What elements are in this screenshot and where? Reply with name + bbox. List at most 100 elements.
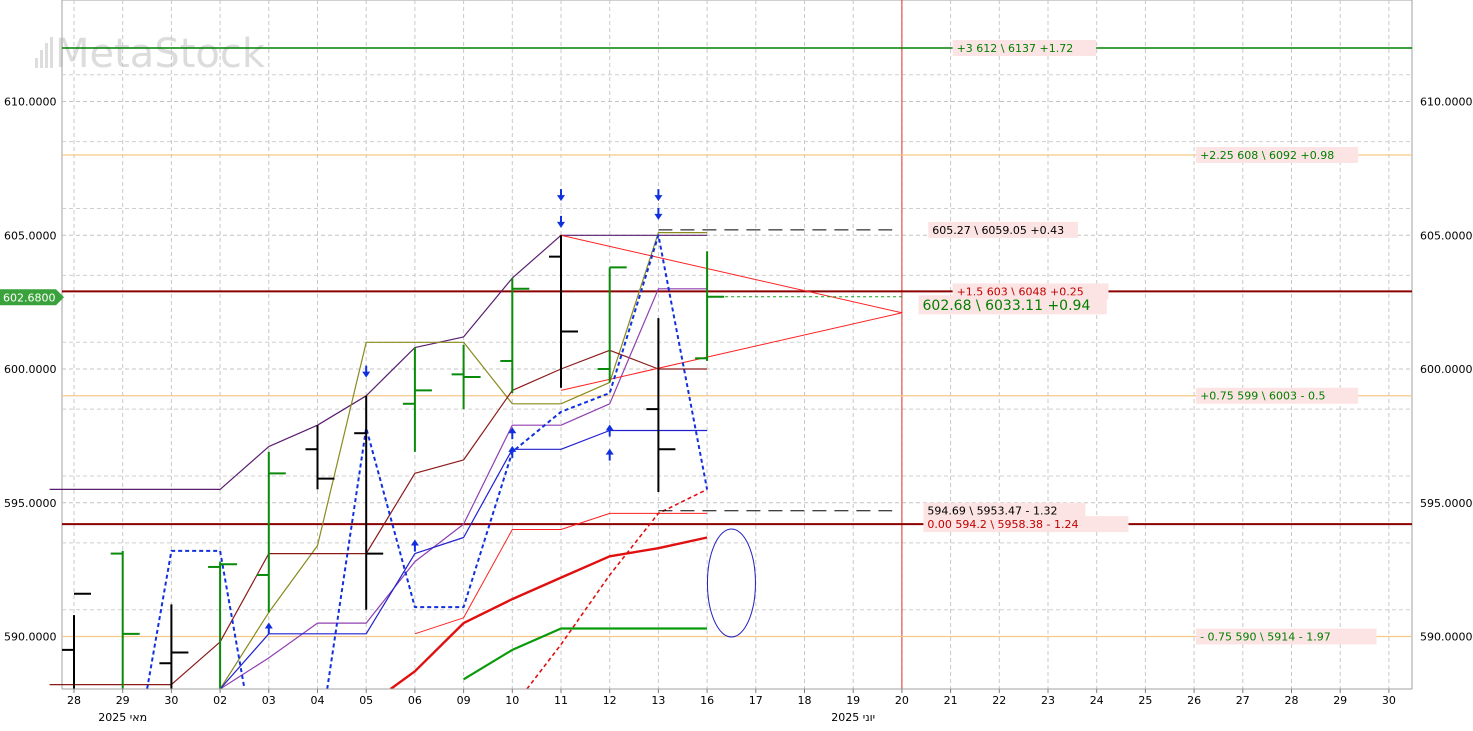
- y-tick-label-left: 590.0000: [4, 631, 57, 644]
- x-tick-label: 28: [1285, 694, 1299, 707]
- x-tick-label: 24: [1090, 694, 1104, 707]
- x-tick-label: 09: [457, 694, 471, 707]
- x-tick-label: 13: [651, 694, 665, 707]
- arrow-down-icon: [557, 189, 565, 202]
- arrow-down-icon: [362, 365, 371, 378]
- arrow-up-icon: [410, 539, 419, 552]
- arrow-head: [557, 195, 565, 202]
- arrow-head: [605, 424, 614, 431]
- ohlc-bar: [597, 266, 627, 383]
- x-tick-label: 04: [311, 694, 325, 707]
- ohlc-bar: [208, 561, 238, 689]
- level-label-bg: [1196, 387, 1359, 404]
- y-tick-label-right: 605.0000: [1420, 229, 1473, 242]
- x-tick-label: 20: [895, 694, 909, 707]
- level-label: - 0.75 590 \ 5914 - 1.97: [1196, 628, 1377, 645]
- value-label-text: 602.68 \ 6033.11 +0.94: [923, 298, 1091, 314]
- level-label-text: 0.00 594.2 \ 5958.38 - 1.24: [927, 518, 1078, 531]
- ohlc-bar: [110, 550, 140, 689]
- ohlc-bar: [402, 347, 432, 452]
- x-tick-label: 28: [67, 694, 81, 707]
- ohlc-bar: [354, 395, 384, 610]
- ohlc-bar: [500, 278, 530, 394]
- x-tick-label: 29: [116, 694, 130, 707]
- x-tick-label: 12: [603, 694, 617, 707]
- ohlc-bar: [159, 604, 189, 689]
- last-price-badge-bg: [0, 289, 64, 306]
- level-label-text: +2.25 608 \ 6092 +0.98: [1200, 149, 1334, 162]
- arrow-up-icon: [508, 445, 517, 458]
- level-label-text: +0.75 599 \ 6003 - 0.5: [1200, 390, 1325, 403]
- ohlc-bar: [305, 425, 335, 490]
- x-tick-label: 02: [213, 694, 227, 707]
- level-label: 0.00 594.2 \ 5958.38 - 1.24: [923, 516, 1129, 533]
- value-label-bg: [918, 295, 1107, 315]
- highlight-ellipse: [706, 528, 756, 638]
- arrow-up-icon: [508, 427, 517, 440]
- y-tick-label-right: 590.0000: [1420, 631, 1473, 644]
- x-tick-label: 29: [1333, 694, 1347, 707]
- arrow-head: [362, 371, 371, 378]
- ohlc-bar: [62, 592, 91, 689]
- x-tick-label: 05: [359, 694, 373, 707]
- x-axis-bg: [0, 689, 1473, 727]
- y-tick-label-right: 595.0000: [1420, 497, 1473, 510]
- indicator-line: [560, 234, 903, 391]
- ohlc-bar: [256, 451, 286, 613]
- level-label-text: +3 612 \ 6137 +1.72: [957, 42, 1074, 55]
- x-tick-label: 19: [846, 694, 860, 707]
- watermark-bars-icon: [35, 37, 53, 68]
- x-tick-label: 03: [262, 694, 276, 707]
- arrow-head: [508, 427, 517, 434]
- arrow-head: [605, 448, 614, 455]
- x-tick-label: 06: [408, 694, 422, 707]
- indicator-line: [389, 536, 708, 690]
- level-label-bg: [1196, 628, 1377, 645]
- watermark: MetaStock: [35, 31, 266, 77]
- arrow-up-icon: [264, 622, 273, 635]
- month-label: 2025 מאי: [98, 711, 147, 724]
- value-label-bg: [923, 502, 1086, 519]
- level-label-text: +1.5 603 \ 6048 +0.25: [957, 285, 1084, 298]
- y-tick-label-left: 610.0000: [4, 96, 57, 109]
- x-tick-label: 17: [749, 694, 763, 707]
- arrow-head: [654, 195, 663, 202]
- indicator-line: [219, 232, 708, 690]
- arrow-down-icon: [557, 215, 565, 228]
- ohlc-bar: [646, 318, 676, 493]
- arrow-up-icon: [605, 448, 614, 461]
- ohlc-bar: [549, 235, 578, 388]
- value-label-text: 605.27 \ 6059.05 +0.43: [932, 224, 1064, 237]
- indicator-line: [146, 549, 246, 690]
- ohlc-bar: [451, 344, 481, 410]
- x-tick-label: 10: [505, 694, 519, 707]
- y-tick-label-left: 605.0000: [4, 229, 57, 242]
- value-label-text: 594.69 \ 5953.47 - 1.32: [927, 505, 1057, 518]
- indicator-line: [219, 288, 708, 690]
- level-label: +2.25 608 \ 6092 +0.98: [1196, 147, 1359, 163]
- value-label: 602.68 \ 6033.11 +0.94: [918, 295, 1107, 315]
- ohlc-bar: [695, 251, 725, 361]
- x-tick-label: 18: [798, 694, 812, 707]
- level-label-bg: [923, 516, 1129, 533]
- arrow-down-icon: [654, 207, 663, 220]
- x-tick-label: 21: [944, 694, 958, 707]
- y-tick-label-right: 610.0000: [1420, 96, 1473, 109]
- indicator-line: [526, 488, 708, 690]
- y-tick-label-right: 600.0000: [1420, 363, 1473, 376]
- level-label: +3 612 \ 6137 +1.72: [952, 40, 1097, 56]
- last-price-badge: 602.6800: [0, 289, 64, 306]
- x-tick-label: 23: [1041, 694, 1055, 707]
- value-label: 594.69 \ 5953.47 - 1.32: [923, 502, 1086, 519]
- x-tick-label: 16: [700, 694, 714, 707]
- value-label-bg: [928, 221, 1078, 238]
- arrow-down-icon: [654, 189, 663, 202]
- month-label: 2025 יוני: [831, 711, 875, 724]
- y-tick-label-left: 600.0000: [4, 363, 57, 376]
- level-label-bg: [1196, 147, 1359, 163]
- indicator-line: [463, 627, 708, 681]
- value-label: 605.27 \ 6059.05 +0.43: [928, 221, 1078, 238]
- arrow-head: [508, 445, 517, 452]
